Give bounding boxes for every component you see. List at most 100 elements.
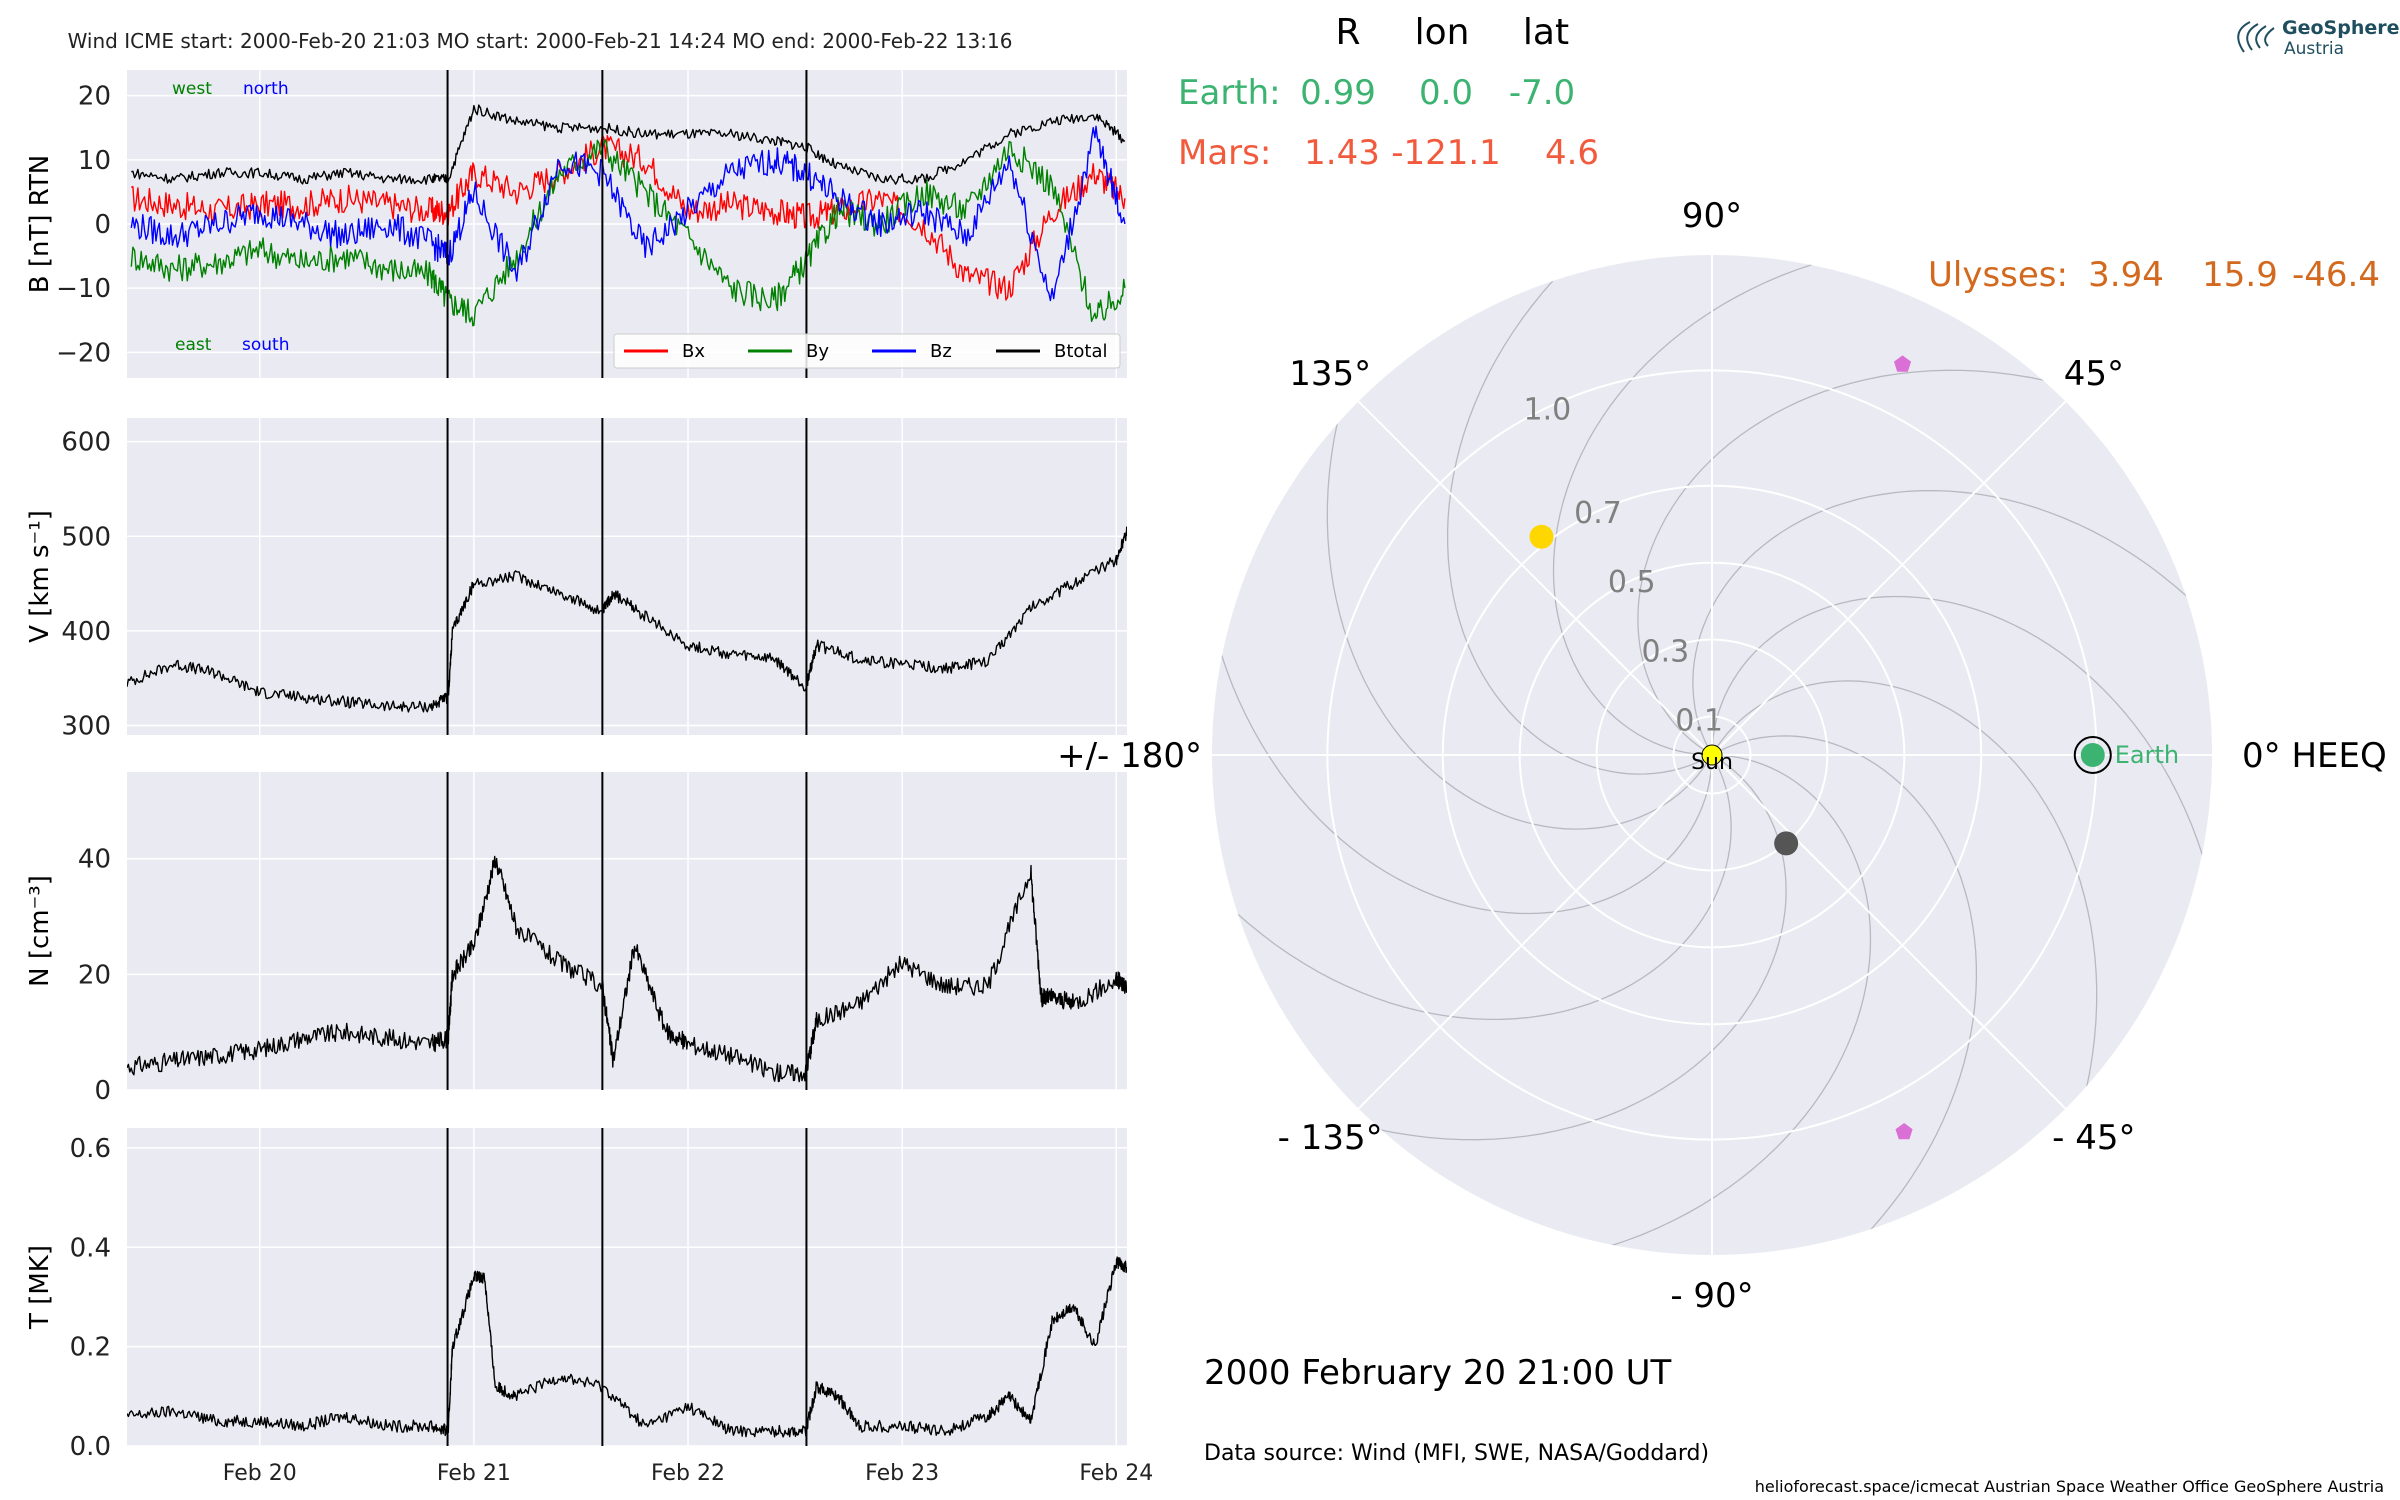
series-line-value: [127, 1256, 1127, 1438]
mars-row-lon: -121.1: [1391, 133, 1501, 173]
spiral-line: [1212, 617, 1713, 915]
series-line-btotal: [131, 104, 1126, 185]
ulysses-row-name: Ulysses:: [1928, 255, 2068, 295]
ylabel: V [km s⁻¹]: [25, 510, 55, 643]
angular-gridline: [1711, 754, 2067, 1110]
series-line-value: [127, 855, 1127, 1083]
footer-source: Data source: Wind (MFI, SWE, NASA/Goddar…: [1204, 1441, 1709, 1466]
mars-row-lat: 4.6: [1545, 133, 1599, 173]
logo-line1: GeoSphere: [2282, 17, 2400, 39]
spiral-line: [1552, 255, 1850, 756]
spiral-line: [1637, 369, 2082, 756]
ytick-label: 300: [61, 712, 111, 742]
footer-timestamp: 2000 February 20 21:00 UT: [1204, 1353, 1672, 1393]
b-legend: Bx By Bz Btotal: [613, 333, 1121, 369]
ylabel: B [nT] RTN: [25, 155, 55, 294]
spiral-line: [1342, 754, 1787, 1141]
earth-row-name: Earth:: [1178, 73, 1281, 113]
sun-label: Sun: [1691, 750, 1733, 775]
ytick-label: −10: [56, 274, 111, 304]
annotation-east: east: [175, 335, 212, 355]
spiral-line: [1692, 489, 2212, 756]
position-table: R lon lat Earth: 0.99 0.0 -7.0 Mars: 1.4…: [1178, 12, 2380, 295]
radial-tick-label: 1.0: [1524, 392, 1572, 427]
angle-label: 45°: [2064, 354, 2124, 394]
legend-label-by: By: [806, 341, 829, 362]
mars-row-name: Mars:: [1178, 133, 1271, 173]
spiral-line: [1326, 385, 1713, 830]
xtick-label: Feb 20: [223, 1461, 297, 1486]
angle-label: - 45°: [2052, 1118, 2135, 1158]
panel-background: [127, 1128, 1127, 1446]
pink-pentagon-marker: [1895, 1123, 1913, 1140]
gray-spacecraft-marker: [1774, 831, 1799, 856]
radial-tick-label: 0.5: [1608, 565, 1656, 600]
ytick-label: 0.0: [70, 1432, 111, 1462]
series-line-by: [130, 138, 1126, 327]
series-group: [127, 526, 1127, 713]
ytick-label: 500: [61, 522, 111, 552]
ytick-label: 0.2: [70, 1333, 111, 1363]
earth-ring: [2073, 736, 2112, 774]
earth-row-lat: -7.0: [1509, 73, 1575, 113]
angular-gridline: [1357, 754, 1713, 1110]
footer-credits: helioforecast.space/icmecat Austrian Spa…: [1755, 1477, 2384, 1496]
series-line-value: [127, 526, 1127, 713]
pink-pentagon-marker: [1894, 355, 1912, 372]
xtick-label: Feb 22: [651, 1461, 725, 1486]
angle-label: - 90°: [1670, 1276, 1753, 1316]
ytick-label: 0: [94, 210, 111, 240]
table-col-lat: lat: [1523, 12, 1569, 53]
angle-label: 135°: [1289, 354, 1371, 394]
radial-tick-label: 0.1: [1675, 703, 1723, 738]
panel-background: [127, 418, 1127, 735]
ytick-label: 40: [78, 845, 111, 875]
ytick-label: 600: [61, 428, 111, 458]
table-col-r: R: [1335, 12, 1360, 53]
logo-line2: Austria: [2284, 39, 2344, 59]
panel-3: 0 20 40 N [cm⁻³]: [25, 772, 1127, 1106]
logo: GeoSphere Austria: [2237, 17, 2400, 59]
annotation-south: south: [242, 335, 289, 355]
xtick-label: Feb 24: [1079, 1461, 1153, 1486]
ytick-label: 0: [94, 1076, 111, 1106]
spiral-line: [1711, 595, 2212, 893]
spiral-line: [1711, 680, 2098, 1125]
spiral-line: [1574, 754, 1872, 1255]
ytick-label: 20: [78, 82, 111, 112]
legend-box: [613, 333, 1121, 369]
spiral-line: [1212, 754, 1732, 1021]
ytick-label: 20: [78, 960, 111, 990]
sun-marker: [1701, 744, 1723, 766]
angle-label: 0° HEEQ: [2242, 736, 2387, 776]
legend-label-bx: Bx: [682, 341, 705, 362]
panel-2: 300 400 500 600 V [km s⁻¹]: [25, 418, 1127, 742]
spiral-line: [1711, 735, 1978, 1255]
series-group: [127, 1256, 1127, 1438]
panel-background: [127, 772, 1127, 1090]
angle-label: - 135°: [1278, 1118, 1383, 1158]
logo-swirl-icon: [2237, 21, 2275, 53]
header-title: Wind ICME start: 2000-Feb-20 21:03 MO st…: [68, 29, 1013, 53]
earth-row-lon: 0.0: [1419, 73, 1473, 113]
legend-label-btotal: Btotal: [1054, 341, 1108, 362]
xtick-label: Feb 21: [437, 1461, 511, 1486]
ulysses-row-r: 3.94: [2088, 255, 2164, 295]
polar-plot: 0.1 0.3 0.5 0.7 1.0 0° HEEQ 45° 90° 135° +/- 180°…: [1057, 196, 2387, 1316]
series-group: [127, 855, 1127, 1083]
angular-gridline: [1357, 400, 1713, 756]
ytick-label: −20: [56, 338, 111, 368]
panel-1: −20 −10 0 10 20 B [nT] RTN: [25, 70, 1127, 378]
b-annotations: west north east south: [172, 79, 289, 355]
ylabel: T [MK]: [25, 1245, 55, 1330]
ytick-label: 0.4: [70, 1233, 111, 1263]
earth-label: Earth: [2115, 741, 2179, 769]
spiral-lines: [1212, 255, 2212, 1255]
ulysses-row-lon: 15.9: [2202, 255, 2278, 295]
radial-tick-label: 0.3: [1642, 634, 1690, 669]
radial-tick-label: 0.7: [1574, 496, 1622, 531]
ylabel: N [cm⁻³]: [25, 875, 55, 987]
earth-marker: [2080, 743, 2105, 767]
